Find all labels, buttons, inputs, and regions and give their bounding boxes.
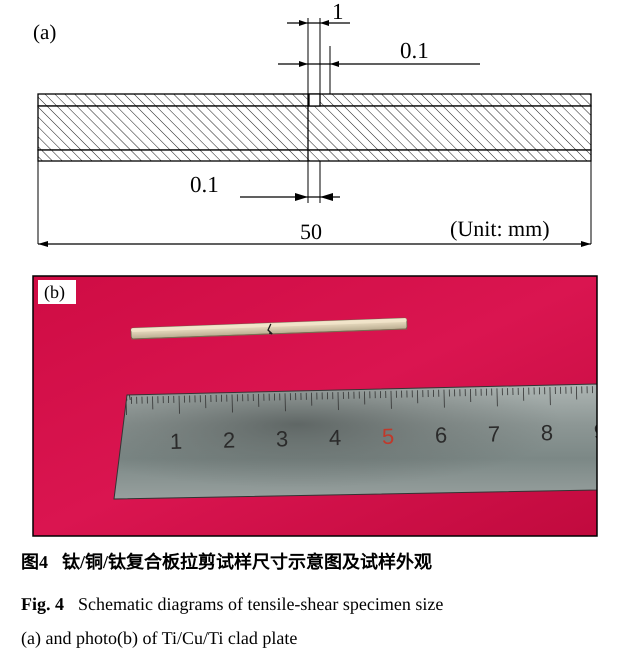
svg-text:6: 6 — [435, 423, 448, 448]
svg-text:5: 5 — [382, 424, 395, 449]
svg-text:7: 7 — [488, 421, 501, 446]
svg-text:4: 4 — [329, 425, 342, 450]
svg-text:9: 9 — [594, 419, 607, 444]
svg-text:8: 8 — [541, 420, 554, 445]
svg-text:2: 2 — [223, 427, 236, 452]
svg-text:(b): (b) — [44, 282, 65, 302]
svg-text:1: 1 — [170, 429, 183, 454]
svg-text:3: 3 — [276, 426, 289, 451]
